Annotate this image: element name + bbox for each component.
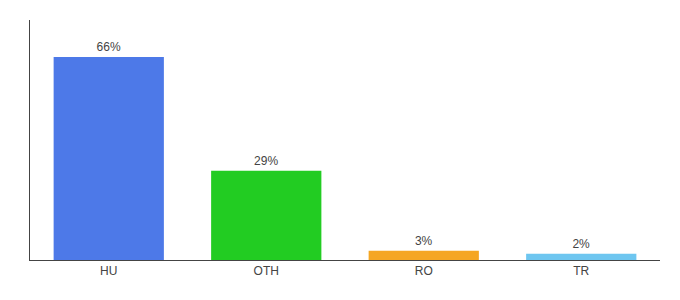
svg-text:2%: 2%: [572, 237, 590, 251]
svg-text:RO: RO: [415, 264, 433, 278]
svg-text:29%: 29%: [254, 154, 278, 168]
svg-text:3%: 3%: [415, 234, 433, 248]
svg-text:HU: HU: [100, 264, 117, 278]
svg-text:66%: 66%: [97, 40, 121, 54]
svg-text:OTH: OTH: [254, 264, 279, 278]
svg-text:TR: TR: [573, 264, 589, 278]
